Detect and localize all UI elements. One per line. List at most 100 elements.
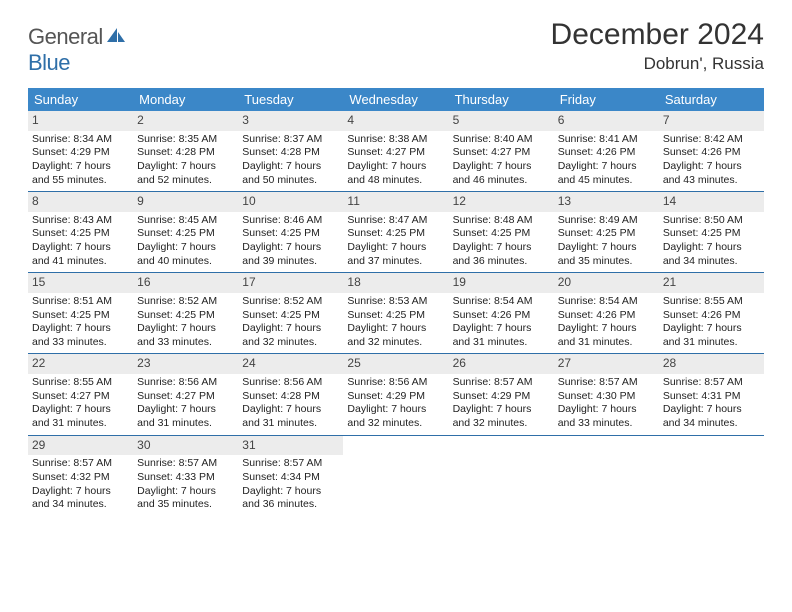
sunrise-line: Sunrise: 8:35 AM — [137, 133, 234, 147]
day-number: 17 — [238, 273, 343, 293]
daylight-line: Daylight: 7 hours and 32 minutes. — [347, 322, 444, 349]
day-cell — [343, 436, 448, 516]
sunset-line: Sunset: 4:27 PM — [347, 146, 444, 160]
sunrise-line: Sunrise: 8:57 AM — [558, 376, 655, 390]
sunset-line: Sunset: 4:26 PM — [663, 309, 760, 323]
sunrise-line: Sunrise: 8:49 AM — [558, 214, 655, 228]
day-number: 21 — [659, 273, 764, 293]
day-cell: 29Sunrise: 8:57 AMSunset: 4:32 PMDayligh… — [28, 436, 133, 516]
day-cell: 8Sunrise: 8:43 AMSunset: 4:25 PMDaylight… — [28, 192, 133, 272]
day-cell: 9Sunrise: 8:45 AMSunset: 4:25 PMDaylight… — [133, 192, 238, 272]
daylight-line: Daylight: 7 hours and 37 minutes. — [347, 241, 444, 268]
day-number: 14 — [659, 192, 764, 212]
daylight-line: Daylight: 7 hours and 35 minutes. — [558, 241, 655, 268]
sunrise-line: Sunrise: 8:56 AM — [137, 376, 234, 390]
sunset-line: Sunset: 4:25 PM — [137, 227, 234, 241]
sunset-line: Sunset: 4:26 PM — [558, 309, 655, 323]
sunset-line: Sunset: 4:31 PM — [663, 390, 760, 404]
day-cell: 25Sunrise: 8:56 AMSunset: 4:29 PMDayligh… — [343, 354, 448, 434]
sunrise-line: Sunrise: 8:57 AM — [32, 457, 129, 471]
weekday-wednesday: Wednesday — [343, 88, 448, 111]
sunset-line: Sunset: 4:29 PM — [453, 390, 550, 404]
daylight-line: Daylight: 7 hours and 32 minutes. — [242, 322, 339, 349]
week-row: 8Sunrise: 8:43 AMSunset: 4:25 PMDaylight… — [28, 192, 764, 273]
day-number: 8 — [28, 192, 133, 212]
daylight-line: Daylight: 7 hours and 35 minutes. — [137, 485, 234, 512]
day-cell: 6Sunrise: 8:41 AMSunset: 4:26 PMDaylight… — [554, 111, 659, 191]
sunset-line: Sunset: 4:27 PM — [32, 390, 129, 404]
sunset-line: Sunset: 4:25 PM — [453, 227, 550, 241]
day-number: 28 — [659, 354, 764, 374]
day-number: 6 — [554, 111, 659, 131]
day-cell: 3Sunrise: 8:37 AMSunset: 4:28 PMDaylight… — [238, 111, 343, 191]
sunrise-line: Sunrise: 8:46 AM — [242, 214, 339, 228]
day-cell: 13Sunrise: 8:49 AMSunset: 4:25 PMDayligh… — [554, 192, 659, 272]
sunrise-line: Sunrise: 8:54 AM — [558, 295, 655, 309]
weekday-saturday: Saturday — [659, 88, 764, 111]
sunrise-line: Sunrise: 8:57 AM — [663, 376, 760, 390]
sunrise-line: Sunrise: 8:43 AM — [32, 214, 129, 228]
day-cell: 5Sunrise: 8:40 AMSunset: 4:27 PMDaylight… — [449, 111, 554, 191]
day-number: 3 — [238, 111, 343, 131]
sunrise-line: Sunrise: 8:50 AM — [663, 214, 760, 228]
week-row: 29Sunrise: 8:57 AMSunset: 4:32 PMDayligh… — [28, 436, 764, 516]
day-number: 12 — [449, 192, 554, 212]
day-number: 7 — [659, 111, 764, 131]
header: General Blue December 2024 Dobrun', Russ… — [28, 18, 764, 76]
day-number: 18 — [343, 273, 448, 293]
day-cell: 2Sunrise: 8:35 AMSunset: 4:28 PMDaylight… — [133, 111, 238, 191]
sunset-line: Sunset: 4:25 PM — [347, 309, 444, 323]
day-cell: 30Sunrise: 8:57 AMSunset: 4:33 PMDayligh… — [133, 436, 238, 516]
sunrise-line: Sunrise: 8:48 AM — [453, 214, 550, 228]
sunrise-line: Sunrise: 8:38 AM — [347, 133, 444, 147]
daylight-line: Daylight: 7 hours and 31 minutes. — [558, 322, 655, 349]
day-cell: 14Sunrise: 8:50 AMSunset: 4:25 PMDayligh… — [659, 192, 764, 272]
day-number: 16 — [133, 273, 238, 293]
logo-word1: General — [28, 24, 103, 49]
daylight-line: Daylight: 7 hours and 33 minutes. — [137, 322, 234, 349]
day-number: 26 — [449, 354, 554, 374]
daylight-line: Daylight: 7 hours and 40 minutes. — [137, 241, 234, 268]
daylight-line: Daylight: 7 hours and 32 minutes. — [453, 403, 550, 430]
sunrise-line: Sunrise: 8:45 AM — [137, 214, 234, 228]
sunrise-line: Sunrise: 8:57 AM — [242, 457, 339, 471]
weekday-thursday: Thursday — [449, 88, 554, 111]
weekday-friday: Friday — [554, 88, 659, 111]
day-number: 4 — [343, 111, 448, 131]
daylight-line: Daylight: 7 hours and 39 minutes. — [242, 241, 339, 268]
day-number: 13 — [554, 192, 659, 212]
daylight-line: Daylight: 7 hours and 46 minutes. — [453, 160, 550, 187]
weekday-tuesday: Tuesday — [238, 88, 343, 111]
day-number: 19 — [449, 273, 554, 293]
sunset-line: Sunset: 4:26 PM — [663, 146, 760, 160]
day-cell: 11Sunrise: 8:47 AMSunset: 4:25 PMDayligh… — [343, 192, 448, 272]
logo-text: General Blue — [28, 24, 127, 76]
day-number: 5 — [449, 111, 554, 131]
sunrise-line: Sunrise: 8:57 AM — [453, 376, 550, 390]
title-block: December 2024 Dobrun', Russia — [551, 18, 764, 74]
location: Dobrun', Russia — [551, 54, 764, 74]
sunrise-line: Sunrise: 8:53 AM — [347, 295, 444, 309]
sunrise-line: Sunrise: 8:54 AM — [453, 295, 550, 309]
sunset-line: Sunset: 4:27 PM — [137, 390, 234, 404]
week-row: 22Sunrise: 8:55 AMSunset: 4:27 PMDayligh… — [28, 354, 764, 435]
sunset-line: Sunset: 4:25 PM — [32, 309, 129, 323]
day-cell: 19Sunrise: 8:54 AMSunset: 4:26 PMDayligh… — [449, 273, 554, 353]
sunset-line: Sunset: 4:25 PM — [32, 227, 129, 241]
day-cell: 10Sunrise: 8:46 AMSunset: 4:25 PMDayligh… — [238, 192, 343, 272]
day-number: 24 — [238, 354, 343, 374]
daylight-line: Daylight: 7 hours and 50 minutes. — [242, 160, 339, 187]
sunset-line: Sunset: 4:25 PM — [137, 309, 234, 323]
daylight-line: Daylight: 7 hours and 34 minutes. — [32, 485, 129, 512]
daylight-line: Daylight: 7 hours and 33 minutes. — [32, 322, 129, 349]
day-cell: 16Sunrise: 8:52 AMSunset: 4:25 PMDayligh… — [133, 273, 238, 353]
sunset-line: Sunset: 4:27 PM — [453, 146, 550, 160]
sunrise-line: Sunrise: 8:57 AM — [137, 457, 234, 471]
daylight-line: Daylight: 7 hours and 52 minutes. — [137, 160, 234, 187]
weekday-monday: Monday — [133, 88, 238, 111]
sunrise-line: Sunrise: 8:34 AM — [32, 133, 129, 147]
logo: General Blue — [28, 18, 127, 76]
day-cell — [659, 436, 764, 516]
day-number: 30 — [133, 436, 238, 456]
week-row: 15Sunrise: 8:51 AMSunset: 4:25 PMDayligh… — [28, 273, 764, 354]
